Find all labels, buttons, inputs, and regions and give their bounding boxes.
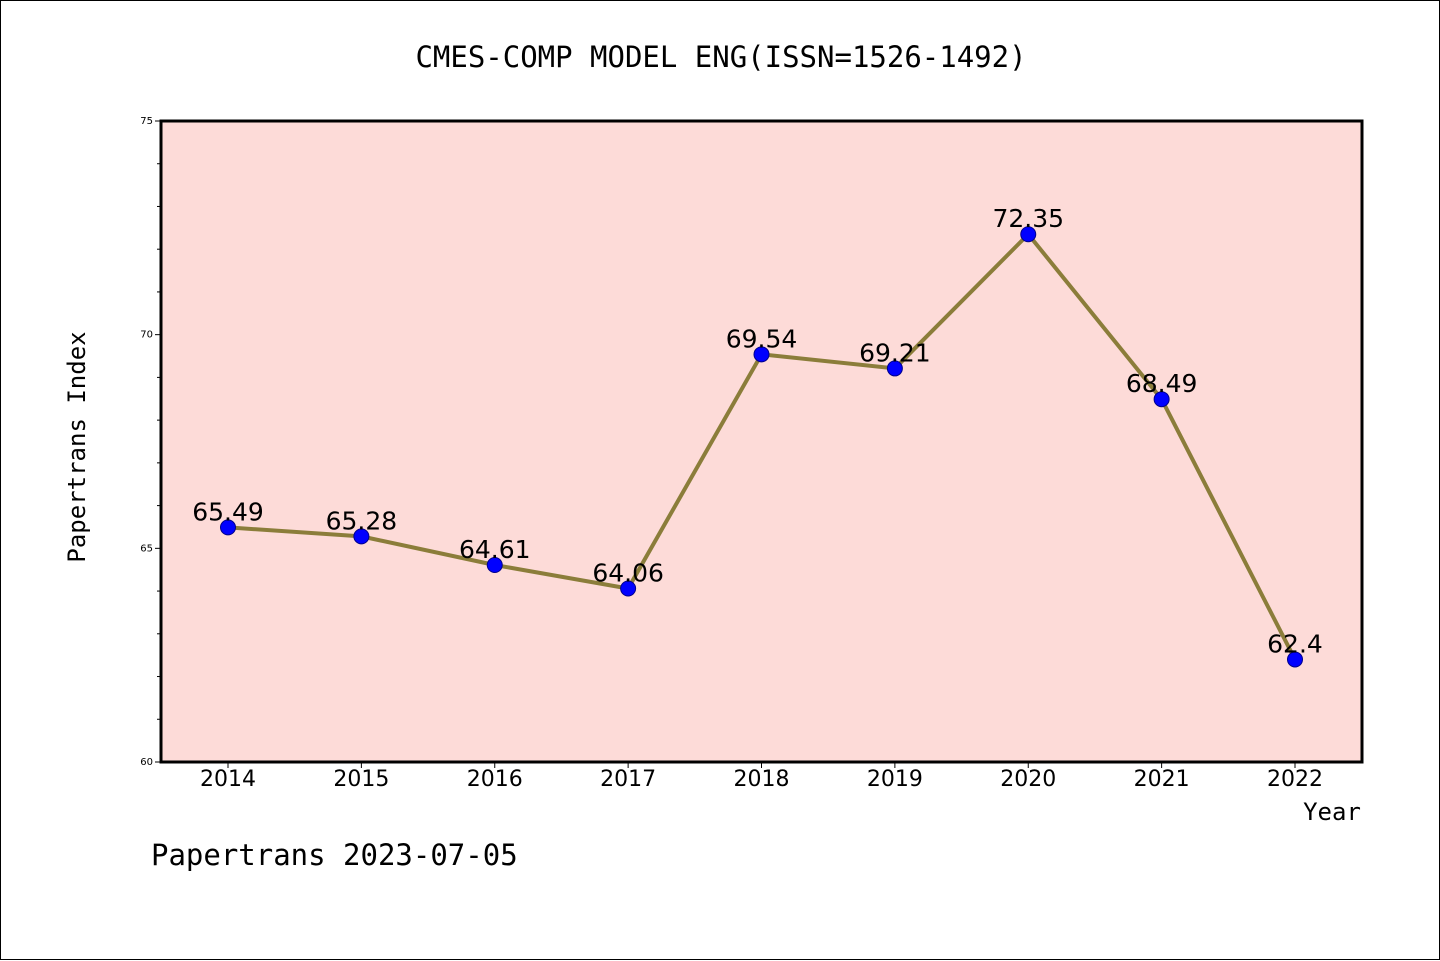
data-point bbox=[220, 519, 236, 536]
data-point bbox=[753, 346, 770, 363]
data-point bbox=[1153, 391, 1170, 408]
source-footer: Papertrans 2023-07-05 bbox=[151, 838, 518, 872]
data-point bbox=[1020, 226, 1037, 243]
tick-labels: 60 65 70 75 2014 2015 2016 2017 2018 2019 2020 2021… bbox=[140, 116, 1323, 792]
x-tick-label: 2015 bbox=[333, 767, 389, 792]
y-tick-label: 60 bbox=[140, 757, 153, 768]
x-tick-label: 2021 bbox=[1134, 767, 1190, 792]
data-point bbox=[1287, 651, 1303, 668]
x-axis-label: Year bbox=[1303, 798, 1361, 826]
data-point bbox=[353, 528, 370, 545]
data-point bbox=[886, 360, 903, 377]
x-tick-label: 2022 bbox=[1267, 767, 1323, 792]
data-label: 64.06 bbox=[592, 559, 664, 588]
y-tick-label: 70 bbox=[140, 330, 153, 341]
data-label: 65.49 bbox=[192, 497, 264, 526]
x-tick-label: 2019 bbox=[867, 767, 923, 792]
data-point bbox=[620, 580, 637, 597]
data-point bbox=[486, 556, 503, 573]
x-tick-label: 2014 bbox=[200, 767, 256, 792]
data-label: 64.61 bbox=[459, 535, 531, 564]
x-tick-label: 2017 bbox=[600, 767, 656, 792]
y-axis-label: Papertrans Index bbox=[63, 331, 91, 562]
data-label: 68.49 bbox=[1126, 369, 1198, 398]
x-tick-label: 2020 bbox=[1000, 767, 1056, 792]
chart-title: CMES-COMP MODEL ENG(ISSN=1526-1492) bbox=[415, 40, 1026, 74]
data-label: 69.54 bbox=[726, 324, 798, 353]
plot-border bbox=[159, 119, 1364, 764]
data-labels: 65.49 65.28 64.61 64.06 69.54 69.21 72.35 68.49… bbox=[192, 204, 1323, 658]
x-tick-label: 2016 bbox=[467, 767, 523, 792]
data-label: 69.21 bbox=[859, 338, 931, 367]
data-label: 65.28 bbox=[326, 506, 398, 535]
data-points bbox=[220, 226, 1303, 668]
y-tick-label: 75 bbox=[140, 116, 153, 127]
x-tick-label: 2018 bbox=[734, 767, 790, 792]
plot-area bbox=[161, 121, 1362, 762]
y-tick-label: 65 bbox=[140, 543, 153, 554]
data-label: 72.35 bbox=[992, 204, 1064, 233]
data-label: 62.4 bbox=[1267, 629, 1323, 658]
